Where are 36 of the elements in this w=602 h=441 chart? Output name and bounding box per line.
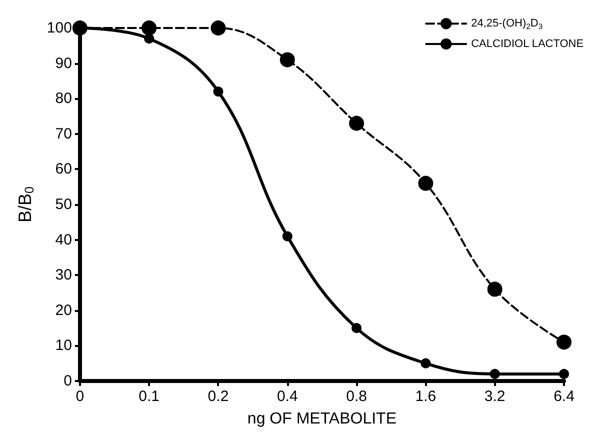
y-tick-label: 40 — [55, 231, 72, 248]
x-tick-label: 6.4 — [554, 388, 574, 405]
x-axis-title: ng OF METABOLITE — [247, 410, 396, 428]
y-tick-label: 50 — [55, 196, 72, 213]
y-tick-label: 80 — [55, 90, 72, 108]
point — [280, 52, 295, 68]
x-tick-label: 0.1 — [138, 388, 160, 405]
y-tick-label: 30 — [55, 266, 72, 284]
y-tick-label: 90 — [55, 54, 72, 72]
point — [282, 231, 292, 242]
y-tick-label: 70 — [55, 125, 72, 142]
point — [420, 358, 431, 368]
legend-label: CALCIDIOL LACTONE — [471, 38, 584, 50]
x-tick-label: 0 — [76, 388, 84, 405]
y-tick-label: 10 — [55, 337, 72, 354]
point — [213, 86, 224, 97]
point — [144, 34, 154, 44]
x-tick-label: 0.2 — [208, 388, 229, 405]
point — [352, 323, 362, 334]
point — [490, 368, 500, 379]
x-tick-label: 1.6 — [415, 388, 436, 405]
x-tick-label: 0.8 — [346, 388, 367, 405]
point — [349, 116, 364, 131]
point — [418, 176, 434, 191]
y-tick-label: 100 — [46, 20, 72, 36]
y-tick-label: 0 — [64, 372, 72, 390]
x-tick-label: 0.4 — [276, 388, 298, 405]
x-tick-label: 3.2 — [484, 388, 506, 405]
point — [210, 20, 226, 36]
point — [559, 368, 569, 379]
point — [556, 334, 572, 350]
point — [487, 282, 502, 297]
y-tick-label: 60 — [55, 160, 72, 178]
point — [142, 20, 157, 36]
y-tick-label: 20 — [55, 302, 72, 319]
y-axis-title: B/B0 — [15, 186, 36, 223]
